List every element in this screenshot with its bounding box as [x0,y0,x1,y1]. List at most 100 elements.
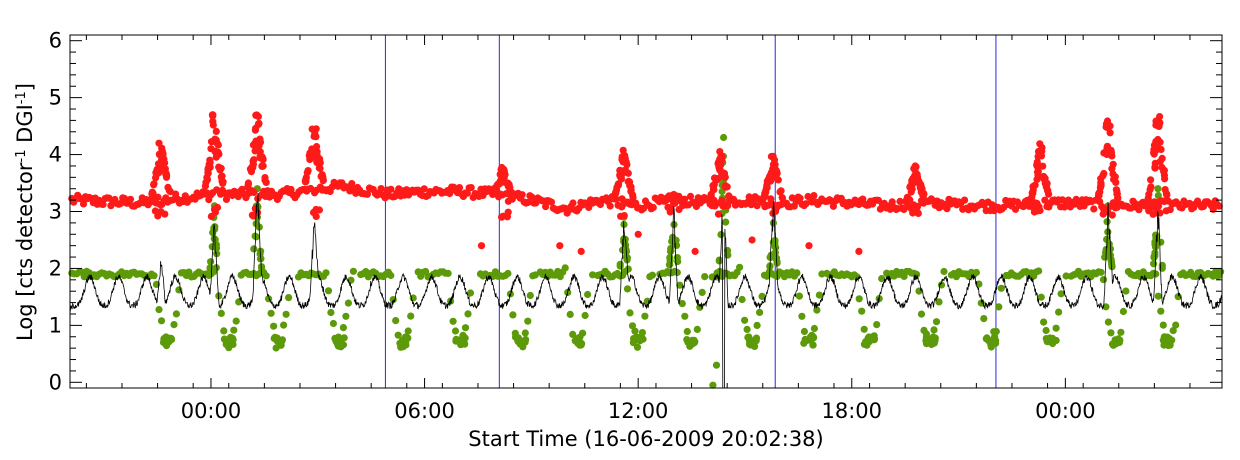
red-spike-point [764,176,772,184]
green-data-point [324,287,333,295]
green-dip-point [639,335,647,343]
x-tick-label: 00:00 [1035,399,1096,423]
green-dip-point [334,333,343,341]
green-data-point [282,310,290,318]
red-data-point [542,203,550,211]
green-spike-point [624,265,632,273]
red-outlier-point [805,242,813,250]
red-spike-point [148,190,156,198]
red-data-point [1166,206,1174,214]
green-data-point [407,312,415,320]
red-spike-point [1148,202,1156,210]
red-spike-point [309,208,318,217]
green-spike-point [1151,240,1159,248]
green-spike-point [1154,185,1162,193]
red-data-point [718,196,726,204]
green-data-point [1042,326,1050,335]
green-spike-point [1101,253,1109,261]
red-spike-point [499,212,507,220]
green-spike-point [715,257,723,265]
red-spike-point [1095,189,1103,198]
red-spike-point [150,180,158,188]
red-spike-point [204,164,212,172]
green-data-point [623,285,632,293]
green-spike-point [722,218,730,226]
green-data-point [1107,329,1115,337]
red-spike-point [209,121,217,129]
red-spike-point [1109,170,1117,178]
red-spike-point [201,182,209,190]
red-spike-point [671,197,679,205]
red-data-point [126,195,135,203]
red-data-point [753,202,761,210]
green-data-point [1172,321,1180,329]
red-spike-point [1034,147,1043,156]
green-data-point [793,269,801,277]
red-spike-point [1028,193,1036,201]
y-tick-label: 5 [49,86,62,110]
red-spike-point [218,172,226,180]
red-spike-point [911,166,919,174]
red-spike-point [157,160,165,169]
green-spike-point [1151,249,1159,257]
red-spike-point [1156,113,1164,121]
green-series [68,133,1225,389]
red-data-point [467,184,475,192]
green-dip-point [573,335,581,343]
green-data-point [526,291,534,300]
green-data-point [344,299,352,307]
green-dip-point [340,334,348,342]
red-spike-point [1030,208,1038,216]
green-spike-point [252,233,260,241]
green-data-point [217,309,225,317]
red-spike-point [246,165,254,173]
red-spike-point [1029,182,1037,191]
red-spike-point [777,187,785,195]
green-data-point [1052,324,1060,332]
green-dip-point [922,340,931,348]
red-spike-point [203,176,211,184]
green-data-point [172,310,180,318]
green-dip-point [335,339,344,347]
green-data-point [860,325,868,333]
y-tick-label: 3 [49,200,62,224]
green-data-point [322,269,330,277]
green-dip-point [272,334,280,342]
green-data-point [935,298,943,306]
green-spike-point [1158,261,1166,269]
red-spike-point [166,188,174,196]
black-line-series [69,192,1223,389]
green-data-point [641,312,649,320]
green-data-point [451,327,460,335]
red-spike-point [1099,210,1107,218]
y-tick-label: 4 [49,143,62,167]
red-data-point [518,191,526,199]
red-data-point [222,195,231,203]
y-axis-title-sup-2: -1 [14,91,29,104]
red-data-point [810,192,818,200]
green-data-point [940,267,948,276]
red-data-point [463,189,471,197]
y-tick-label: 6 [49,29,62,53]
red-data-point [250,188,258,196]
red-data-point [606,202,614,210]
red-spike-point [913,172,921,180]
red-data-point [420,185,428,193]
red-spike-point [315,206,323,214]
red-spike-point [618,203,626,211]
green-data-point [736,263,744,271]
red-spike-point [675,205,683,214]
green-data-point [329,319,337,328]
green-data-point [461,324,470,332]
green-data-point [631,327,639,335]
green-data-point [980,315,988,323]
green-data-point [681,312,689,320]
green-data-point [1037,293,1045,301]
green-data-point [855,295,863,303]
red-spike-point [1147,176,1155,184]
green-dip-point [452,335,460,343]
red-spike-point [155,139,163,147]
red-spike-point [721,182,730,190]
green-data-point [858,307,866,315]
green-data-point [701,273,709,281]
